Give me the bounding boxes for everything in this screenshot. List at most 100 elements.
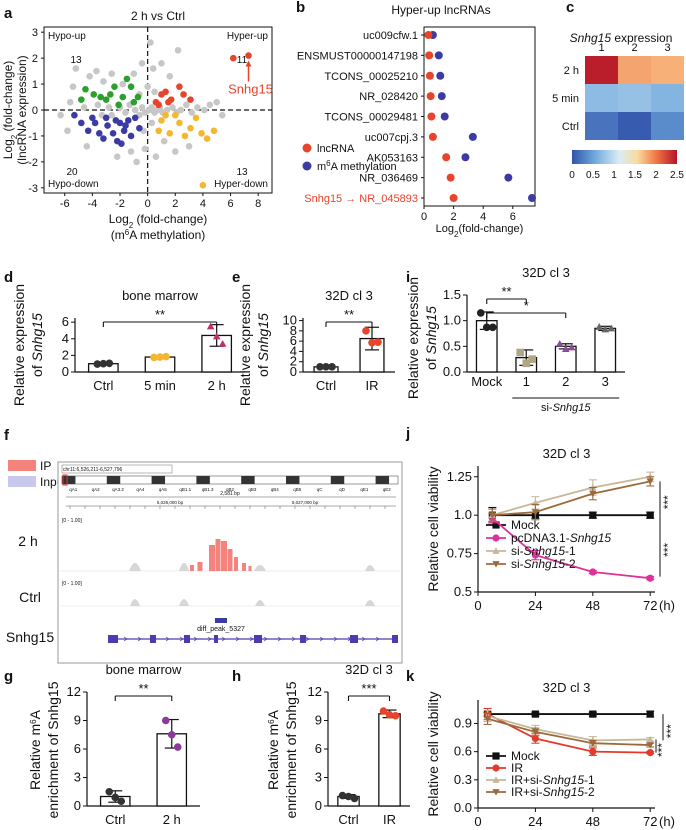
label-part: A	[27, 709, 43, 719]
heatmap-cell	[618, 56, 651, 84]
track-label-ctrl: Ctrl	[19, 589, 41, 605]
ip-signal	[242, 563, 246, 571]
gene-strand-arrow	[249, 636, 254, 642]
ideogram-band	[106, 476, 121, 484]
band-label: qA5	[159, 487, 168, 492]
series-marker	[531, 509, 540, 516]
significance-label: **	[138, 681, 148, 696]
significance-label: **	[344, 307, 354, 322]
scatter-point	[163, 106, 171, 114]
scatter-point	[57, 111, 64, 119]
data-point	[516, 348, 525, 357]
scatter-point	[149, 65, 157, 72]
category-label: 2 h	[208, 378, 226, 393]
ip-signal	[215, 539, 221, 571]
quadrant-label: Hypo-down	[48, 179, 99, 190]
series-line	[491, 517, 651, 580]
significance-label: ***	[664, 724, 678, 738]
label-part: Mock	[511, 749, 541, 763]
y-tick-label: 1.25	[447, 469, 472, 484]
scatter-point	[158, 117, 165, 124]
track-label-snhg15: Snhg15	[6, 629, 54, 645]
category-label: Ctrl	[93, 378, 113, 393]
scatter-point	[93, 67, 100, 75]
gene-strand-arrow	[165, 636, 170, 642]
series-line	[487, 715, 651, 742]
x-tick-label: -2	[115, 198, 125, 210]
y-axis-label: Relative cell viability	[425, 466, 441, 591]
y-tick-label: 6	[315, 741, 322, 756]
label-part: Snhg15	[570, 31, 612, 45]
y-tick-label: -2	[28, 157, 38, 169]
ideogram-band	[330, 476, 345, 484]
scatter-point	[115, 101, 122, 109]
scatter-point	[148, 119, 156, 127]
scatter-point	[91, 119, 99, 127]
scatter-point	[166, 72, 174, 80]
significance-label: ***	[361, 681, 376, 696]
y-tick-label: 1.0	[454, 507, 472, 522]
legend-label: pcDNA3.1-Snhg15	[511, 531, 611, 545]
data-point	[362, 327, 370, 335]
legend-marker	[492, 561, 500, 568]
x-axis-unit: (h)	[659, 598, 675, 613]
scatter-point	[120, 127, 128, 135]
data-point	[368, 338, 376, 347]
scatter-point	[105, 104, 113, 111]
data-point	[150, 353, 158, 362]
scatter-point	[177, 106, 185, 114]
y-tick-label: 9	[74, 713, 81, 728]
highlight-label: Snhg15	[228, 82, 273, 97]
legend-label: IR	[511, 761, 523, 775]
y-axis-label-2: enrichment of Snhg15	[283, 681, 299, 818]
data-point	[316, 363, 324, 371]
series-marker	[531, 729, 540, 736]
scatter-point	[104, 122, 111, 129]
category-label: 2	[562, 374, 569, 389]
y-tick-label: 0.3	[454, 772, 472, 787]
band-label: qB4	[271, 487, 280, 492]
y-axis-label: Relative expression	[405, 277, 421, 399]
legend-label: IR+si-Snhg15-2	[511, 785, 595, 799]
data-point	[105, 787, 114, 796]
scatter-point	[181, 132, 189, 140]
y-axis-sublabel: (lncRNA expression)	[15, 55, 29, 164]
significance-label: **	[501, 284, 511, 299]
dot-lncrna	[425, 71, 434, 80]
y-tick-label: -3	[28, 183, 38, 195]
x-tick-label: 0	[474, 814, 481, 829]
legend-marker	[492, 547, 500, 554]
scatter-point	[167, 96, 175, 103]
y-tick-label: 12	[308, 684, 322, 699]
series-line	[492, 480, 651, 517]
ideogram-band	[241, 476, 255, 484]
band-label: qD	[339, 487, 346, 492]
y-axis-label: Relative cell viability	[425, 691, 441, 816]
gene-exon	[350, 635, 358, 643]
scatter-point	[187, 96, 194, 103]
ctrl-signal	[179, 599, 189, 606]
heatmap-cell	[585, 112, 618, 140]
data-point	[99, 359, 108, 368]
category-label: AK053163	[367, 152, 418, 164]
quadrant-count: 20	[66, 167, 78, 178]
coordinate-label: chr11:6,526,211-6,527,796	[63, 467, 123, 473]
heatmap-row-label: 5 min	[552, 93, 579, 105]
dot-m6a	[436, 71, 445, 80]
legend-label-m6a: m6A methylation	[317, 159, 397, 174]
panel-label-c: c	[566, 0, 574, 16]
label-part: Snhg15	[543, 785, 585, 799]
significance-label: ***	[661, 495, 675, 509]
scatter-point	[72, 65, 80, 72]
y-axis-label: Relative expression	[237, 284, 253, 406]
label-part: (fold-change)	[1, 61, 15, 135]
scatter-point	[192, 114, 200, 122]
scatter-point	[109, 130, 117, 137]
gene-strand-arrow	[221, 636, 226, 642]
data-point	[379, 707, 388, 715]
scatter-point	[119, 80, 127, 88]
series-marker	[483, 715, 492, 723]
scatter-point	[138, 60, 146, 67]
